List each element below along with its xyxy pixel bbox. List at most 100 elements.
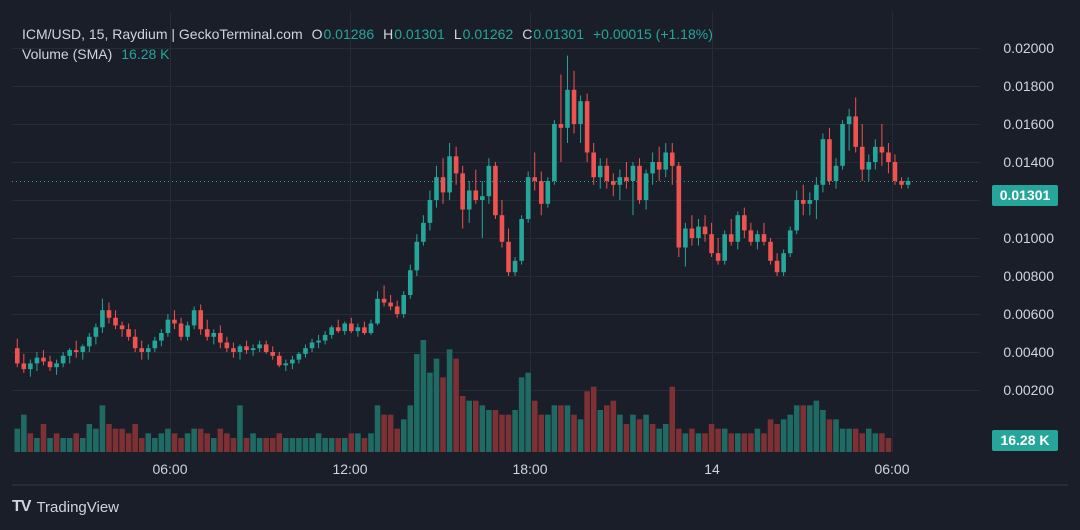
candle-body — [270, 352, 276, 356]
candle-body — [571, 89, 577, 124]
volume-bar — [315, 433, 322, 452]
volume-label[interactable]: Volume (SMA) — [22, 46, 113, 62]
volume-bar — [505, 414, 512, 452]
candle-body — [257, 344, 262, 349]
candle — [565, 55, 570, 143]
candle — [768, 238, 773, 265]
volume-value: 16.28 K — [121, 46, 170, 62]
candle — [814, 177, 819, 219]
volume-bar — [649, 424, 656, 452]
volume-bar — [309, 438, 315, 452]
volume-bar — [394, 428, 400, 452]
candle-body — [375, 298, 380, 324]
candle — [617, 169, 623, 200]
candle-body — [237, 346, 243, 352]
candle — [709, 222, 714, 257]
candle-body — [886, 152, 891, 162]
candle-body — [742, 215, 747, 231]
volume-bar — [630, 414, 636, 452]
volume-bar — [780, 419, 787, 452]
candle-body — [696, 226, 701, 238]
candle-body — [231, 348, 236, 352]
candle-body — [591, 152, 596, 178]
candle — [349, 317, 354, 333]
low-value: 0.01262 — [462, 26, 514, 42]
candle-body — [41, 357, 46, 362]
candle-body — [355, 327, 361, 332]
candle — [106, 302, 112, 324]
candle-body — [611, 181, 616, 185]
time-tick-label: 06:00 — [152, 461, 187, 477]
volume-bar — [21, 414, 27, 452]
volume-bar — [204, 433, 210, 452]
candle-body — [820, 139, 826, 185]
symbol-label[interactable]: ICM/USD, 15, Raydium | GeckoTerminal.com — [22, 26, 303, 42]
candle-body — [473, 190, 479, 200]
candle-body — [466, 190, 472, 210]
volume-bar — [597, 410, 603, 452]
candle-body — [204, 329, 210, 337]
price-axis[interactable]: 0.002000.004000.006000.008000.010000.012… — [1003, 40, 1054, 398]
candle — [67, 348, 72, 364]
volume-bar — [839, 428, 846, 452]
candle — [132, 329, 138, 352]
candle — [591, 143, 596, 185]
low-label: L — [453, 26, 462, 42]
price-tick-label: 0.00200 — [1003, 382, 1054, 398]
candle — [34, 352, 40, 371]
volume-bar — [138, 438, 145, 452]
candle — [827, 127, 832, 185]
candle-body — [840, 124, 845, 166]
volume-bar — [289, 438, 296, 452]
volume-bar — [669, 386, 676, 452]
time-axis[interactable]: 06:00 12:00 18:00 14 06:00 — [152, 461, 909, 477]
candle-body — [480, 196, 485, 200]
tradingview-branding[interactable]: TV TradingView — [12, 498, 119, 516]
volume-bar — [250, 433, 256, 452]
candle — [440, 158, 446, 204]
candle — [224, 336, 230, 352]
candle — [204, 319, 210, 341]
last-volume-badge: 16.28 K — [992, 430, 1058, 451]
candle-body — [787, 230, 793, 254]
candle — [892, 154, 898, 185]
candle — [73, 340, 79, 358]
candle — [669, 143, 675, 185]
volume-bar — [420, 340, 427, 452]
candle-body — [145, 348, 151, 352]
candle-body — [224, 342, 230, 349]
volume-bar — [125, 433, 132, 452]
candle-body — [879, 146, 885, 153]
volume-bars — [14, 340, 892, 452]
volume-bar — [748, 433, 754, 452]
candle-body — [93, 327, 99, 337]
candle — [329, 325, 334, 339]
candle — [119, 321, 125, 337]
volume-bar — [807, 405, 813, 452]
candle-body — [506, 241, 511, 273]
candle-body — [244, 346, 249, 351]
candle-body — [643, 173, 649, 200]
time-tick-label: 12:00 — [332, 461, 367, 477]
candle — [584, 93, 590, 162]
volume-bar — [584, 391, 590, 452]
volume-bar — [34, 438, 40, 452]
volume-bar — [40, 424, 47, 452]
high-value: 0.01301 — [394, 26, 445, 42]
volume-bar — [531, 400, 538, 452]
volume-bar — [800, 405, 807, 452]
volume-bar — [381, 414, 387, 452]
volume-bar — [348, 433, 355, 452]
candle-body — [794, 200, 800, 231]
candle-body — [761, 234, 767, 242]
candle — [846, 108, 852, 151]
volume-bar — [754, 428, 761, 452]
candle — [447, 143, 452, 200]
volume-bar — [440, 377, 446, 452]
candle-body — [303, 348, 308, 354]
change-value: +0.00015 (+1.18%) — [592, 26, 713, 42]
chart-legend: ICM/USD, 15, Raydium | GeckoTerminal.com… — [22, 24, 713, 64]
candle-body — [427, 200, 433, 223]
candle-body — [853, 116, 858, 147]
